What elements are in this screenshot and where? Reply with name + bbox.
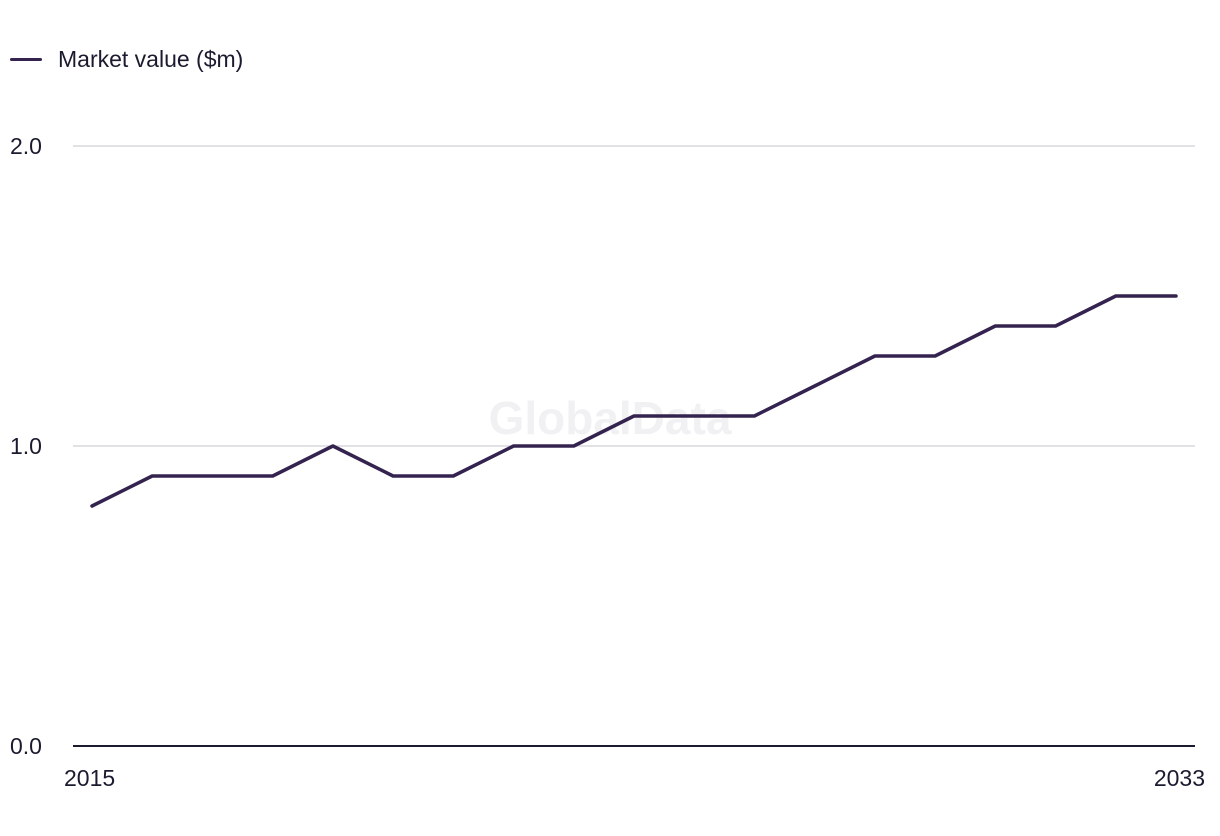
legend-swatch (10, 58, 42, 61)
series-line-0 (90, 294, 1178, 508)
y-tick-label-2: 2.0 (10, 133, 42, 159)
x-tick-label-start: 2015 (64, 765, 115, 791)
tick-layer: 0.0 1.0 2.0 2015 2033 (10, 133, 1205, 791)
legend-label: Market value ($m) (58, 46, 244, 72)
grid-layer (73, 145, 1195, 747)
legend: Market value ($m) (10, 46, 243, 73)
series-layer (90, 294, 1178, 508)
y-tick-label-1: 1.0 (10, 433, 42, 459)
watermark: GlobalData (489, 392, 732, 444)
x-tick-label-end: 2033 (1154, 765, 1205, 791)
y-tick-label-0: 0.0 (10, 733, 42, 759)
